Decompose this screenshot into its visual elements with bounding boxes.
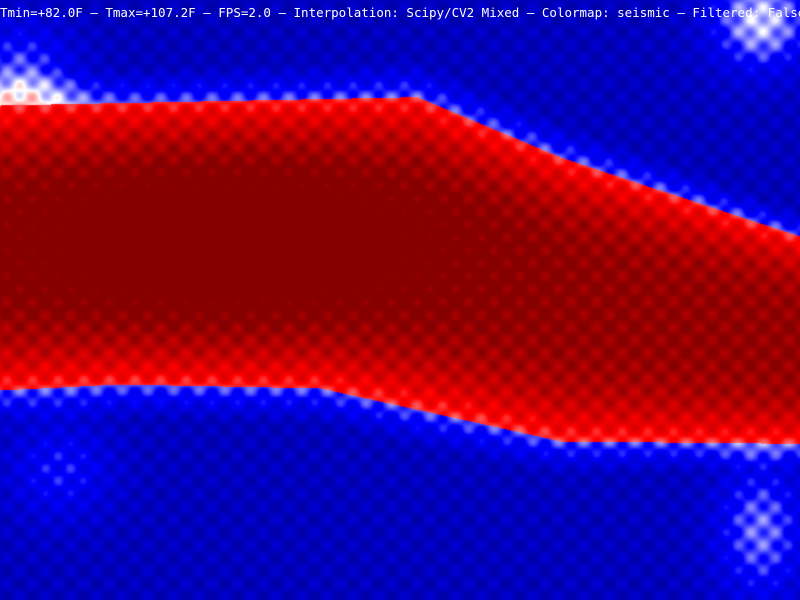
colormap-readout: Colormap: seismic — [541, 5, 670, 20]
separator: — — [519, 5, 542, 20]
status-overlay-text: Tmin=+82.0F — Tmax=+107.2F — FPS=2.0 — I… — [0, 4, 800, 22]
interpolation-readout: Interpolation: Scipy/CV2 Mixed — [293, 5, 520, 20]
tmin-readout: Tmin=+82.0F — [0, 5, 83, 20]
separator: — — [270, 5, 294, 20]
fps-readout: FPS=2.0 — [218, 5, 271, 20]
tmax-readout: Tmax=+107.2F — [105, 5, 196, 20]
separator: — — [669, 5, 693, 20]
separator: — — [82, 5, 106, 20]
separator: — — [195, 5, 219, 20]
filtered-readout: Filtered: False — [692, 5, 800, 20]
